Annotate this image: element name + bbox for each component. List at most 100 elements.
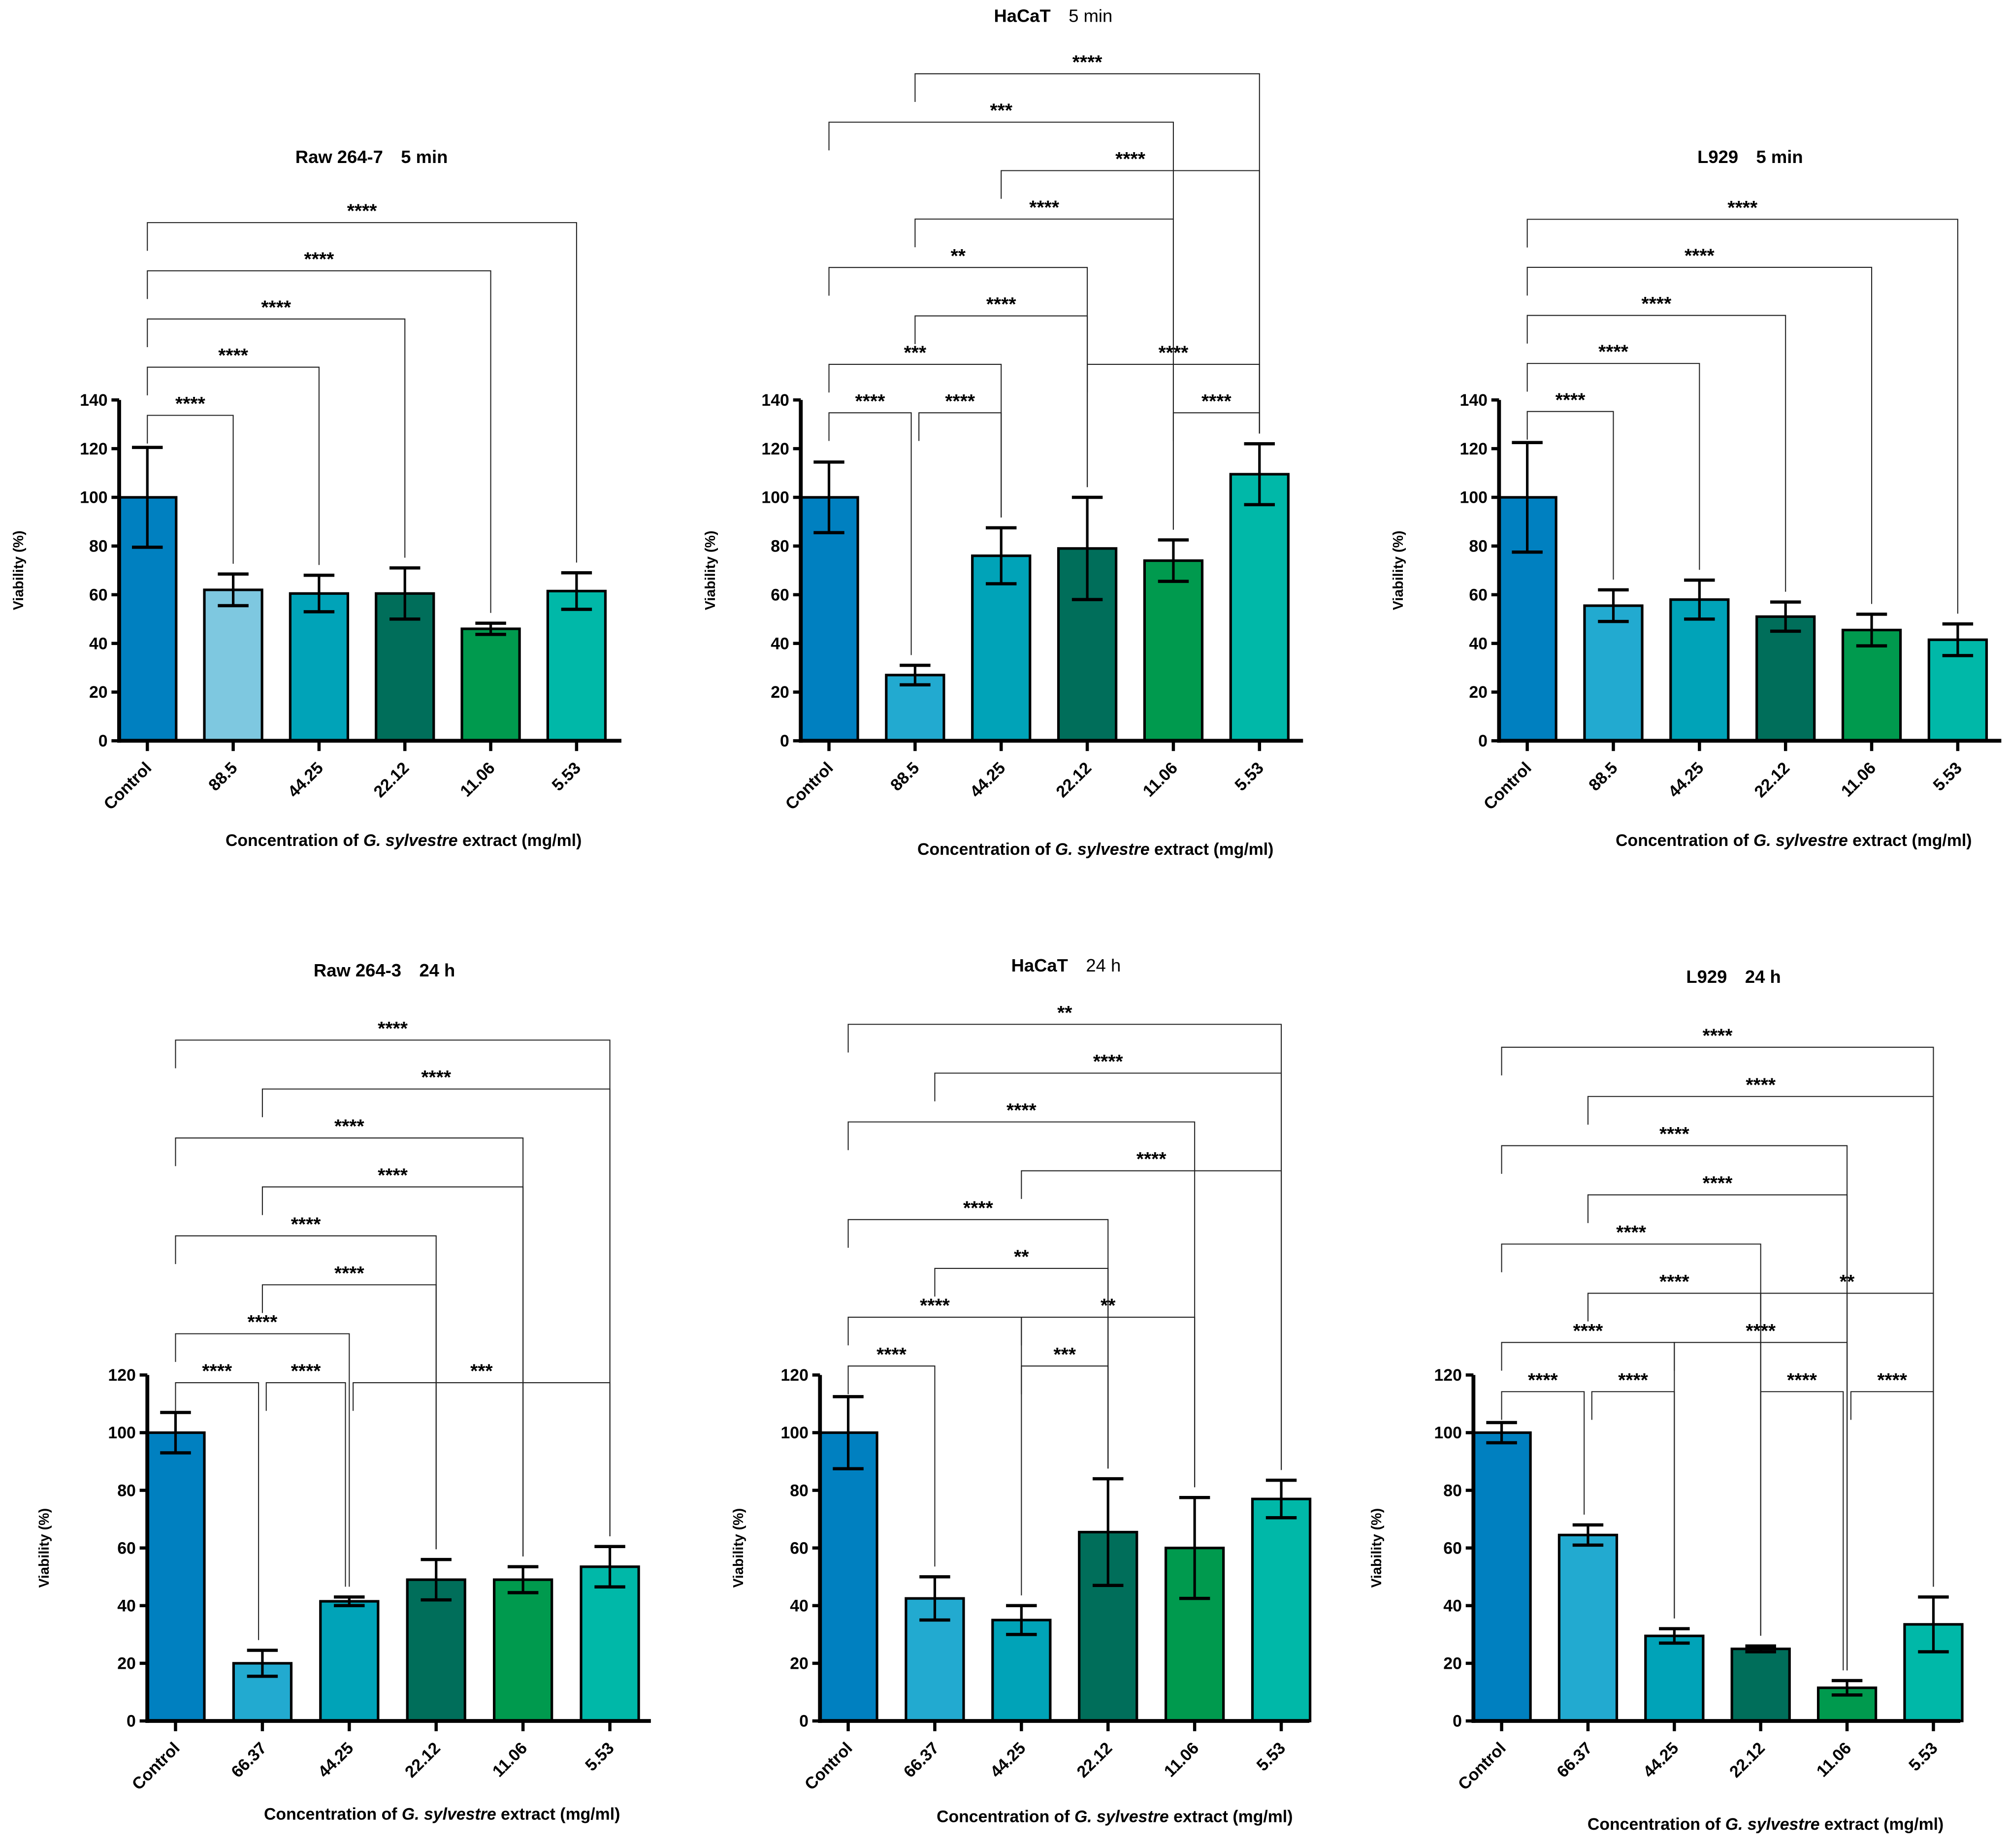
y-axis-label: Viability (%) — [1391, 531, 1406, 611]
significance-bracket — [1526, 363, 1700, 570]
x-tick-label: 66.37 — [1553, 1739, 1596, 1782]
x-axis-label-post: extract (mg/ml) — [1820, 1815, 1944, 1834]
x-axis-label-pre: Concentration of — [1616, 831, 1753, 850]
y-tick-label: 80 — [1469, 537, 1488, 556]
x-tick-label: 11.06 — [456, 758, 498, 800]
x-tick-label: 22.12 — [370, 758, 413, 801]
significance-label: **** — [378, 1018, 408, 1039]
significance-bracket — [1501, 1391, 1585, 1515]
x-tick-label: 11.06 — [1838, 758, 1879, 800]
bar-22.12 — [1730, 1648, 1791, 1722]
y-tick-label: 40 — [1443, 1596, 1462, 1615]
bar-44.25 — [971, 554, 1032, 743]
bar-88.5 — [203, 588, 263, 743]
x-tick-label: 44.25 — [967, 758, 1009, 801]
bar-44.25 — [991, 1619, 1052, 1722]
y-tick-label: 80 — [790, 1481, 809, 1500]
x-axis-label: Concentration of G. sylvestre extract (m… — [264, 1805, 620, 1823]
significance-label: **** — [175, 393, 206, 415]
significance-bracket — [1587, 1194, 1848, 1671]
significance-label: **** — [1573, 1321, 1604, 1342]
significance-bracket — [265, 1382, 346, 1587]
significance-label: **** — [945, 391, 975, 412]
chart-title: L929 24 h — [1686, 967, 1781, 987]
y-tick-label: 20 — [1443, 1654, 1462, 1673]
significance-label: **** — [1703, 1025, 1733, 1046]
significance-bracket — [847, 1024, 1282, 1470]
bar-5.53 — [1229, 473, 1290, 743]
y-tick-label: 60 — [89, 585, 108, 604]
bar-66.37 — [1557, 1533, 1619, 1722]
chart-panel-2: HaCaT 5 min Control 88.5 44.25 22.12 11.06 5.53… — [703, 6, 1303, 859]
y-tick-label: 80 — [117, 1481, 136, 1500]
y-tick-label: 100 — [108, 1424, 135, 1442]
y-tick-label: 20 — [771, 683, 789, 702]
y-tick-label: 140 — [1460, 391, 1488, 410]
significance-bracket — [828, 267, 1088, 487]
significance-bracket — [147, 415, 234, 564]
y-tick-label: 60 — [771, 585, 789, 604]
y-tick-label: 100 — [80, 488, 107, 507]
significance-label: **** — [202, 1361, 232, 1382]
significance-label: **** — [304, 249, 335, 270]
y-axis-label: Viability (%) — [731, 1508, 746, 1588]
y-tick-label: 60 — [1469, 585, 1488, 604]
chart-title-time: 5 min — [401, 147, 448, 167]
x-tick-label: 44.25 — [987, 1739, 1030, 1782]
x-axis-label-post: extract (mg/ml) — [1150, 840, 1274, 859]
significance-label: **** — [347, 201, 378, 222]
y-tick-label: 0 — [780, 732, 789, 750]
significance-label: *** — [990, 100, 1012, 122]
y-axis-label: Viability (%) — [36, 1508, 52, 1588]
chart-title: HaCaT 24 h — [1011, 955, 1121, 975]
y-tick-label: 120 — [1460, 440, 1488, 458]
significance-label: **** — [1685, 246, 1715, 267]
y-tick-label: 100 — [761, 488, 789, 507]
significance-label: *** — [904, 343, 927, 364]
significance-label: **** — [1201, 391, 1232, 412]
chart-title-time: 24 h — [419, 960, 455, 980]
significance-bracket — [828, 363, 1002, 518]
x-axis-label-species: G. sylvestre — [1753, 831, 1848, 850]
significance-label: **** — [1642, 293, 1672, 315]
x-tick-label: 44.25 — [315, 1739, 357, 1782]
significance-bracket — [1526, 266, 1873, 604]
significance-label: **** — [248, 1312, 278, 1333]
significance-bracket — [828, 122, 1174, 530]
x-tick-label: Control — [129, 1739, 184, 1794]
x-axis-label-species: G. sylvestre — [402, 1805, 496, 1823]
y-tick-label: 40 — [117, 1596, 136, 1615]
y-tick-label: 120 — [80, 440, 107, 458]
significance-bracket — [847, 1121, 1196, 1488]
significance-label: *** — [470, 1361, 493, 1382]
x-axis-label: Concentration of G. sylvestre extract (m… — [937, 1808, 1293, 1826]
significance-label: *** — [1054, 1344, 1076, 1365]
significance-label: **** — [963, 1198, 994, 1219]
x-tick-label: 5.53 — [549, 758, 584, 794]
x-tick-label: 44.25 — [1665, 758, 1708, 801]
significance-bracket — [1021, 1170, 1282, 1470]
bar-11.06 — [460, 627, 521, 743]
x-tick-label: 22.12 — [1052, 758, 1095, 801]
bar-5.53 — [1251, 1497, 1312, 1722]
chart-title-cell: L929 — [1686, 967, 1727, 987]
x-axis-label-post: extract (mg/ml) — [1848, 831, 1972, 850]
significance-label: **** — [334, 1263, 365, 1284]
y-tick-label: 60 — [1443, 1539, 1462, 1557]
chart-title-cell: Raw 264-3 — [314, 960, 401, 980]
x-tick-label: 5.53 — [1930, 758, 1966, 794]
significance-label: **** — [378, 1165, 408, 1186]
significance-label: **** — [855, 391, 886, 412]
x-tick-label: 44.25 — [284, 758, 327, 801]
significance-label: ** — [1057, 1003, 1072, 1024]
y-tick-label: 40 — [1469, 634, 1488, 653]
bar-44.25 — [1644, 1634, 1705, 1722]
x-axis-label-post: extract (mg/ml) — [1169, 1808, 1293, 1826]
significance-label: **** — [1659, 1271, 1690, 1293]
chart-title-time: 5 min — [1756, 147, 1803, 167]
y-tick-label: 140 — [80, 391, 107, 410]
significance-label: **** — [876, 1344, 907, 1365]
x-tick-label: 22.12 — [401, 1739, 444, 1782]
x-tick-label: 11.06 — [1161, 1739, 1202, 1781]
significance-bracket — [914, 73, 1260, 434]
